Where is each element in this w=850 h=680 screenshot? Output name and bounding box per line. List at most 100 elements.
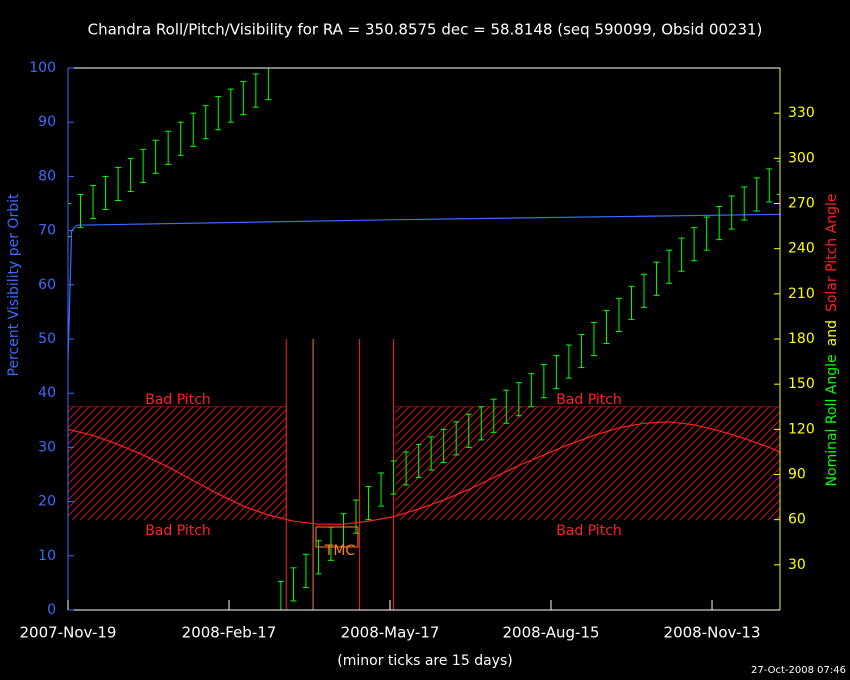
x-tick-label: 2007-Nov-19 [20, 624, 117, 642]
y2-tick-label: 270 [788, 196, 815, 212]
y2-axis-title-part: Nominal Roll Angle [824, 354, 840, 486]
error-bar [528, 373, 535, 408]
error-bar [553, 355, 560, 390]
y2-axis-title: Nominal Roll Angle and Solar Pitch Angle [824, 194, 840, 487]
y2-axis-title-part: Solar Pitch Angle [824, 194, 840, 313]
y2-tick-label: 300 [788, 150, 815, 166]
y-tick-label: 0 [47, 602, 56, 618]
error-bar [252, 73, 259, 108]
bad-pitch-region [395, 406, 780, 520]
region-label: Bad Pitch [145, 392, 211, 408]
error-bar [515, 382, 522, 417]
tmc-box [315, 526, 359, 548]
x-tick-label: 2008-May-17 [341, 624, 440, 642]
error-bar [68, 203, 71, 238]
error-bar [190, 112, 197, 147]
y2-tick-label: 180 [788, 331, 815, 347]
region-label: Bad Pitch [556, 392, 622, 408]
error-bar [753, 177, 760, 212]
error-bar [390, 460, 397, 495]
y-tick-label: 20 [38, 494, 56, 510]
error-bar [403, 451, 410, 486]
y-tick-label: 30 [38, 439, 56, 455]
region-label: Bad Pitch [556, 523, 622, 539]
error-bar [578, 333, 585, 369]
series-line [68, 213, 780, 361]
error-bar [691, 227, 698, 262]
y2-tick-label: 60 [788, 512, 806, 528]
x-tick-label: 2008-Nov-13 [664, 624, 761, 642]
error-bar [641, 273, 648, 308]
y2-tick-label: 150 [788, 376, 815, 392]
error-bar [240, 81, 247, 116]
y-tick-label: 80 [38, 168, 56, 184]
y-axis-title: Percent Visibility per Orbit [6, 193, 22, 377]
error-bar [453, 421, 460, 456]
y2-tick-label: 120 [788, 421, 815, 437]
error-bar [277, 580, 284, 610]
error-bar [90, 184, 97, 220]
error-bar [728, 195, 735, 230]
region-label: Bad Pitch [145, 523, 211, 539]
error-bar [678, 237, 685, 272]
y-tick-label: 100 [29, 60, 56, 76]
y-tick-label: 40 [38, 385, 56, 401]
y2-axis-title-part: and [824, 320, 840, 346]
error-bar [653, 261, 660, 296]
error-bar [540, 364, 547, 399]
error-bar [140, 148, 147, 183]
y-tick-label: 60 [38, 277, 56, 293]
series-line [68, 421, 780, 525]
error-bar [603, 309, 610, 345]
tmc-label: TMC [324, 543, 356, 559]
error-bar [666, 249, 673, 284]
plot-area [68, 68, 780, 610]
y-tick-label: 50 [38, 331, 56, 347]
y2-tick-label: 90 [788, 467, 806, 483]
error-bar [465, 413, 472, 448]
x-axis-title: (minor ticks are 15 days) [337, 653, 512, 669]
error-bar [590, 321, 597, 357]
error-bar [77, 193, 84, 229]
error-bar [102, 175, 109, 211]
y-tick-label: 10 [38, 548, 56, 564]
error-bar [115, 166, 122, 201]
error-bar [703, 216, 710, 251]
error-bar [127, 157, 134, 192]
error-bar [741, 186, 748, 221]
error-bar [503, 389, 510, 424]
error-bar [628, 285, 635, 320]
y-tick-label: 70 [38, 223, 56, 239]
error-bar [440, 428, 447, 463]
error-bar [302, 553, 309, 588]
error-bar [152, 139, 159, 174]
y2-tick-label: 30 [788, 557, 806, 573]
error-bar [766, 168, 773, 203]
error-bar [202, 105, 209, 140]
error-bar [615, 297, 622, 332]
error-bar [716, 206, 723, 241]
error-bar [265, 68, 272, 101]
chart-title: Chandra Roll/Pitch/Visibility for RA = 3… [88, 21, 763, 39]
error-bar [177, 121, 184, 156]
timestamp: 27-Oct-2008 07:46 [751, 665, 846, 676]
error-bar [378, 472, 385, 507]
error-bar [215, 96, 222, 131]
error-bar [227, 88, 234, 123]
y2-tick-label: 240 [788, 241, 815, 257]
error-bar [415, 443, 422, 479]
x-tick-label: 2008-Aug-15 [502, 624, 599, 642]
y2-tick-label: 210 [788, 286, 815, 302]
x-tick-label: 2008-Feb-17 [182, 624, 277, 642]
y2-tick-label: 330 [788, 105, 815, 121]
error-bar [777, 160, 780, 195]
error-bar [340, 513, 347, 548]
error-bar [478, 406, 485, 441]
error-bar [490, 398, 497, 433]
error-bar [165, 130, 172, 165]
error-bar [565, 344, 572, 379]
error-bar [290, 567, 297, 602]
bad-pitch-region [68, 406, 287, 520]
error-bar [428, 436, 435, 471]
